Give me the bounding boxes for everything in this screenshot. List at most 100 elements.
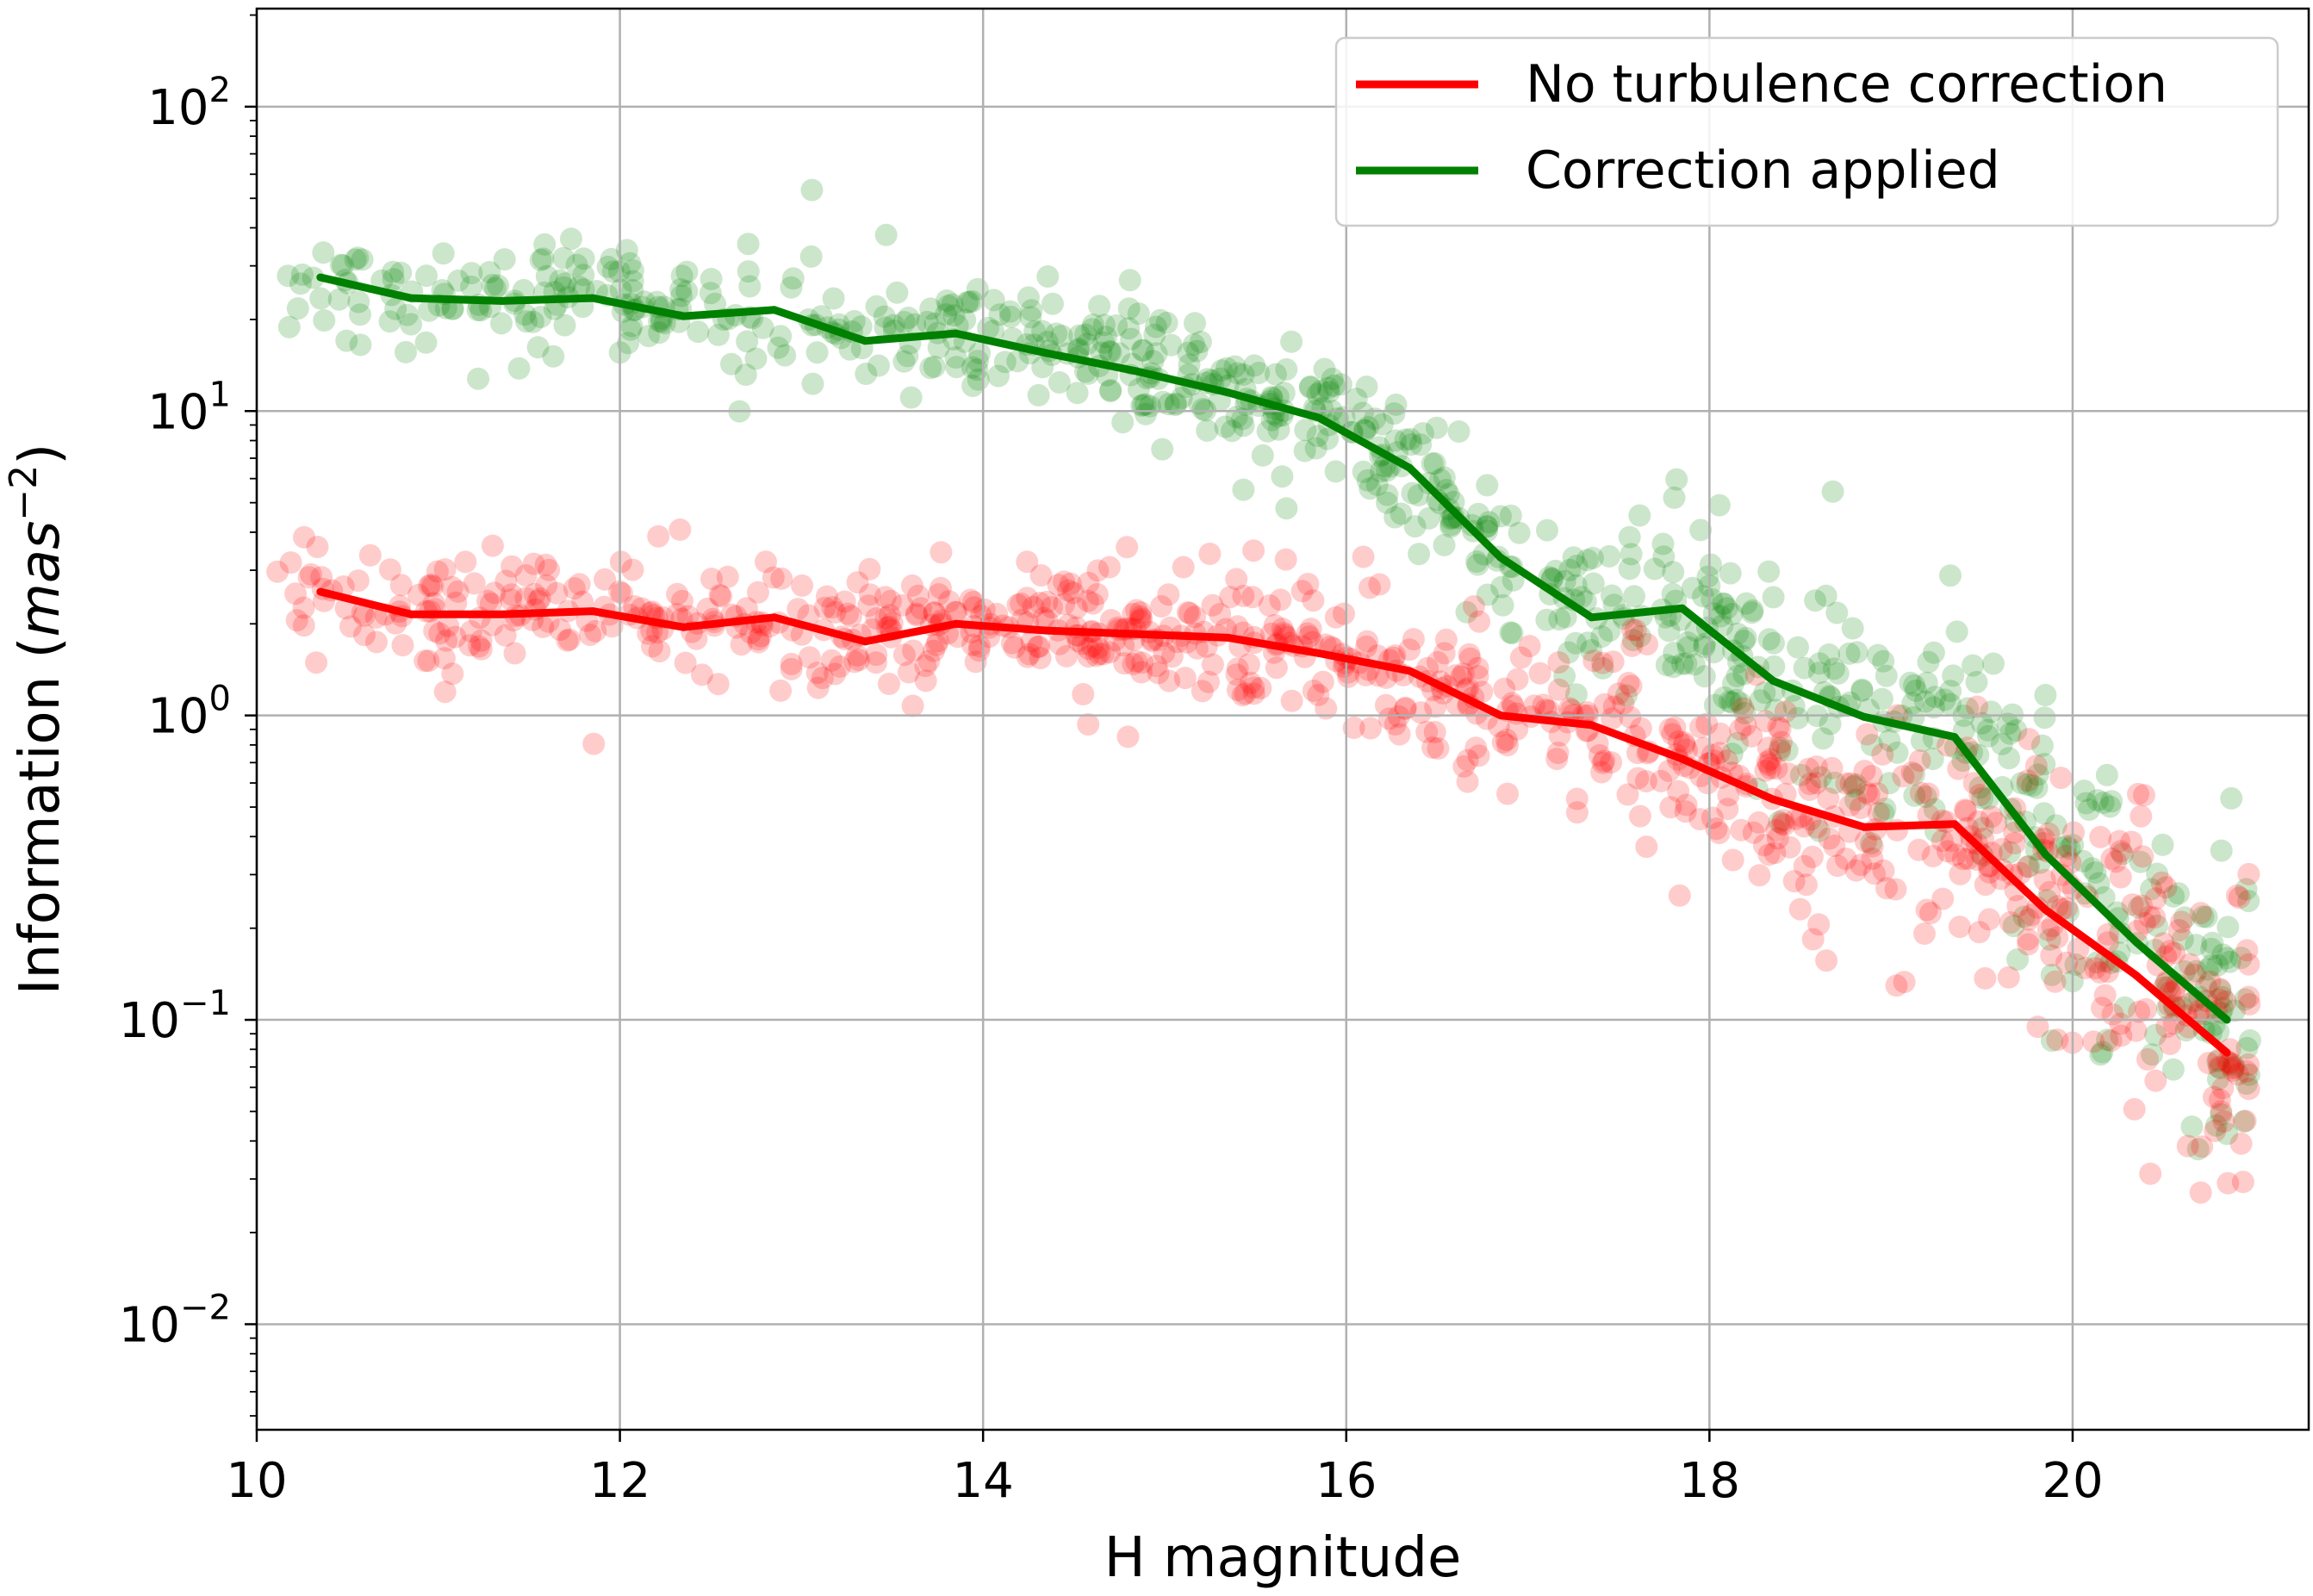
scatter-point bbox=[937, 590, 961, 613]
scatter-point bbox=[2178, 953, 2201, 976]
scatter-point bbox=[1565, 554, 1589, 577]
scatter-point bbox=[1053, 570, 1076, 593]
scatter-point bbox=[1668, 884, 1691, 907]
scatter-point bbox=[1554, 605, 1577, 629]
scatter-point bbox=[1823, 657, 1845, 680]
scatter-point bbox=[2229, 947, 2253, 970]
scatter-point bbox=[1788, 897, 1812, 921]
scatter-point bbox=[1195, 635, 1218, 658]
scatter-point bbox=[532, 247, 555, 270]
scatter-point bbox=[2238, 993, 2261, 1015]
scatter-point bbox=[2225, 884, 2248, 907]
scatter-point bbox=[1131, 651, 1154, 674]
series-point-correction-applied bbox=[2223, 1015, 2231, 1024]
scatter-point bbox=[2226, 1063, 2249, 1086]
scatter-point bbox=[1809, 766, 1832, 789]
scatter-point bbox=[2129, 850, 2152, 873]
scatter-point bbox=[2139, 1162, 2162, 1185]
scatter-point bbox=[2092, 792, 2115, 814]
scatter-point bbox=[882, 314, 905, 337]
scatter-point bbox=[637, 325, 660, 348]
scatter-point bbox=[1421, 452, 1444, 475]
scatter-point bbox=[1903, 674, 1926, 697]
scatter-point bbox=[1466, 665, 1489, 687]
scatter-point bbox=[747, 630, 770, 654]
scatter-point bbox=[1088, 643, 1111, 666]
scatter-point bbox=[1157, 393, 1180, 416]
scatter-point bbox=[2111, 842, 2134, 866]
scatter-point bbox=[1153, 642, 1176, 664]
scatter-point bbox=[446, 580, 469, 603]
scatter-point bbox=[1016, 645, 1039, 668]
scatter-point bbox=[1688, 808, 1712, 831]
scatter-point bbox=[1915, 671, 1938, 694]
scatter-point bbox=[1787, 636, 1809, 659]
scatter-point bbox=[1356, 630, 1379, 653]
scatter-point bbox=[1237, 653, 1260, 676]
scatter-point bbox=[843, 650, 866, 674]
scatter-point bbox=[538, 558, 561, 581]
scatter-point bbox=[630, 597, 653, 620]
series-point-no-turbulence-correction bbox=[2132, 971, 2141, 979]
y-axis-title-close: ) bbox=[9, 444, 72, 465]
scatter-point bbox=[930, 541, 953, 564]
scatter-point bbox=[1016, 550, 1039, 574]
scatter-point bbox=[1135, 402, 1157, 425]
scatter-point bbox=[1428, 492, 1452, 515]
scatter-point bbox=[2154, 972, 2178, 995]
scatter-point bbox=[458, 634, 482, 657]
scatter-point bbox=[1035, 590, 1059, 613]
scatter-point bbox=[1150, 595, 1173, 618]
scatter-point bbox=[1260, 622, 1283, 645]
scatter-point bbox=[596, 255, 619, 278]
scatter-point bbox=[1290, 580, 1314, 603]
scatter-point bbox=[1226, 615, 1249, 638]
scatter-point bbox=[1231, 407, 1254, 431]
scatter-point bbox=[946, 625, 969, 649]
scatter-point bbox=[1048, 371, 1071, 394]
scatter-point bbox=[579, 624, 601, 647]
scatter-point bbox=[1903, 784, 1926, 807]
scatter-point bbox=[1985, 811, 2008, 835]
scatter-point bbox=[930, 576, 952, 599]
scatter-point bbox=[292, 614, 315, 637]
scatter-point bbox=[1423, 452, 1446, 475]
scatter-point bbox=[522, 552, 545, 575]
scatter-point bbox=[503, 642, 526, 665]
scatter-point bbox=[797, 604, 820, 627]
scatter-point bbox=[1031, 320, 1054, 343]
scatter-point bbox=[880, 612, 904, 635]
scatter-point bbox=[1591, 651, 1614, 674]
scatter-point bbox=[1762, 586, 1785, 609]
scatter-point bbox=[1635, 835, 1658, 859]
scatter-point bbox=[1294, 419, 1317, 442]
scatter-point bbox=[1370, 460, 1392, 483]
scatter-point bbox=[1558, 558, 1582, 581]
scatter-point bbox=[1433, 642, 1456, 665]
scatter-point bbox=[1528, 661, 1551, 685]
scatter-point bbox=[2152, 932, 2175, 955]
scatter-point bbox=[2229, 1132, 2253, 1155]
scatter-point bbox=[437, 614, 460, 637]
scatter-point bbox=[1768, 810, 1791, 834]
scatter-point bbox=[1901, 692, 1924, 715]
scatter-point bbox=[467, 367, 490, 390]
scatter-point bbox=[1893, 971, 1916, 994]
scatter-point bbox=[2123, 1097, 2146, 1121]
scatter-point bbox=[1725, 688, 1748, 711]
scatter-point bbox=[2136, 1048, 2159, 1071]
scatter-point bbox=[935, 303, 957, 326]
scatter-point bbox=[1225, 568, 1248, 591]
scatter-point bbox=[1576, 701, 1599, 724]
scatter-point bbox=[1499, 621, 1522, 644]
scatter-point bbox=[1467, 502, 1490, 525]
series-point-no-turbulence-correction bbox=[588, 607, 597, 616]
scatter-point bbox=[1458, 643, 1481, 666]
scatter-point bbox=[1242, 539, 1265, 562]
scatter-point bbox=[2235, 1059, 2258, 1083]
x-tick-label: 12 bbox=[589, 1453, 650, 1509]
scatter-point bbox=[2237, 1077, 2260, 1101]
scatter-point bbox=[2211, 943, 2235, 966]
x-tick-label: 20 bbox=[2042, 1453, 2103, 1509]
scatter-point bbox=[668, 518, 692, 541]
